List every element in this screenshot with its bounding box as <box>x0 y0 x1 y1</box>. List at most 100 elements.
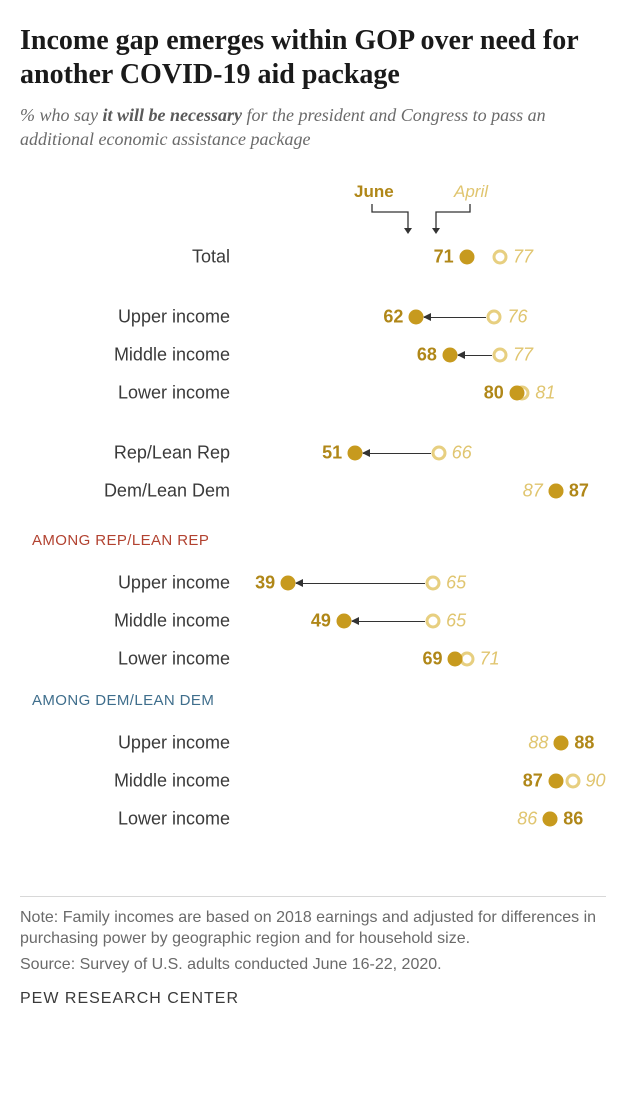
row-plot: 69 71 <box>238 642 606 676</box>
arrow-line <box>424 317 486 318</box>
row-plot: 80 81 <box>238 376 606 410</box>
june-dot <box>448 651 463 666</box>
chart-row: Middle income 49 65 <box>20 604 606 638</box>
row-plot: 87 90 <box>238 764 606 798</box>
april-dot <box>565 773 580 788</box>
chart-row: Lower income 69 71 <box>20 642 606 676</box>
june-dot <box>548 773 563 788</box>
chart-row: Dem/Lean Dem 87 87 <box>20 474 606 508</box>
row-plot: 87 87 <box>238 474 606 508</box>
row-plot: 62 76 <box>238 300 606 334</box>
april-value: 66 <box>452 442 472 463</box>
subtitle-emph: it will be necessary <box>103 105 242 125</box>
divider <box>20 896 606 897</box>
note-text: Note: Family incomes are based on 2018 e… <box>20 907 606 950</box>
june-value: 88 <box>574 732 594 753</box>
row-plot: 71 77 <box>238 240 606 274</box>
arrow-line <box>296 583 425 584</box>
june-dot <box>348 445 363 460</box>
chart-row: Middle income 68 77 <box>20 338 606 372</box>
june-value: 87 <box>569 480 589 501</box>
row-plot: 68 77 <box>238 338 606 372</box>
row-plot: 51 66 <box>238 436 606 470</box>
row-label: Total <box>20 246 230 267</box>
april-value: 81 <box>535 382 555 403</box>
row-label: Dem/Lean Dem <box>20 480 230 501</box>
april-value: 77 <box>513 246 533 267</box>
june-dot <box>548 483 563 498</box>
april-value: 88 <box>528 732 548 753</box>
june-dot <box>554 735 569 750</box>
arrow-left-icon <box>362 449 370 457</box>
row-label: Middle income <box>20 344 230 365</box>
june-value: 87 <box>523 770 543 791</box>
row-plot: 86 86 <box>238 802 606 836</box>
row-label: Middle income <box>20 610 230 631</box>
april-value: 65 <box>446 572 466 593</box>
april-value: 76 <box>507 306 527 327</box>
june-value: 80 <box>484 382 504 403</box>
row-label: Upper income <box>20 572 230 593</box>
group-header: AMONG DEM/LEAN DEM <box>32 692 214 709</box>
row-plot: 39 65 <box>238 566 606 600</box>
chart-subtitle: % who say it will be necessary for the p… <box>20 103 606 152</box>
april-dot <box>493 249 508 264</box>
row-label: Middle income <box>20 770 230 791</box>
june-dot <box>442 347 457 362</box>
april-value: 90 <box>586 770 606 791</box>
row-label: Lower income <box>20 382 230 403</box>
chart-row: Rep/Lean Rep 51 66 <box>20 436 606 470</box>
june-value: 51 <box>322 442 342 463</box>
june-dot <box>459 249 474 264</box>
chart-row: Total 71 77 <box>20 240 606 274</box>
june-value: 86 <box>563 808 583 829</box>
june-dot <box>509 385 524 400</box>
june-value: 39 <box>255 572 275 593</box>
april-value: 65 <box>446 610 466 631</box>
chart-row: Upper income 62 76 <box>20 300 606 334</box>
june-dot <box>409 309 424 324</box>
june-value: 69 <box>422 648 442 669</box>
source-text: Source: Survey of U.S. adults conducted … <box>20 954 606 976</box>
legend-june-label: June <box>354 182 394 202</box>
row-label: Rep/Lean Rep <box>20 442 230 463</box>
chart-title: Income gap emerges within GOP over need … <box>20 24 606 91</box>
brand-footer: PEW RESEARCH CENTER <box>20 990 606 1008</box>
row-label: Upper income <box>20 306 230 327</box>
row-label: Lower income <box>20 808 230 829</box>
april-dot <box>431 445 446 460</box>
april-dot <box>487 309 502 324</box>
row-plot: 49 65 <box>238 604 606 638</box>
dot-plot-chart: June April AMONG REP/LEAN REP AMONG DEM/LEA… <box>20 182 606 882</box>
april-dot <box>493 347 508 362</box>
april-value: 87 <box>523 480 543 501</box>
arrow-line <box>352 621 425 622</box>
june-value: 68 <box>417 344 437 365</box>
arrow-left-icon <box>457 351 465 359</box>
row-plot: 88 88 <box>238 726 606 760</box>
chart-row: Lower income 80 81 <box>20 376 606 410</box>
april-value: 71 <box>480 648 500 669</box>
june-dot <box>281 575 296 590</box>
april-value: 86 <box>517 808 537 829</box>
arrow-left-icon <box>423 313 431 321</box>
arrow-line <box>363 453 431 454</box>
june-value: 49 <box>311 610 331 631</box>
row-label: Lower income <box>20 648 230 669</box>
group-header: AMONG REP/LEAN REP <box>32 532 209 549</box>
april-dot <box>426 575 441 590</box>
april-value: 77 <box>513 344 533 365</box>
row-label: Upper income <box>20 732 230 753</box>
arrow-left-icon <box>351 617 359 625</box>
arrow-left-icon <box>295 579 303 587</box>
june-dot <box>543 811 558 826</box>
subtitle-pre: % who say <box>20 105 103 125</box>
legend-april-label: April <box>454 182 488 202</box>
chart-row: Middle income 87 90 <box>20 764 606 798</box>
june-value: 62 <box>383 306 403 327</box>
legend: June April <box>350 182 570 238</box>
june-value: 71 <box>434 246 454 267</box>
april-dot <box>426 613 441 628</box>
chart-row: Lower income 86 86 <box>20 802 606 836</box>
june-dot <box>336 613 351 628</box>
